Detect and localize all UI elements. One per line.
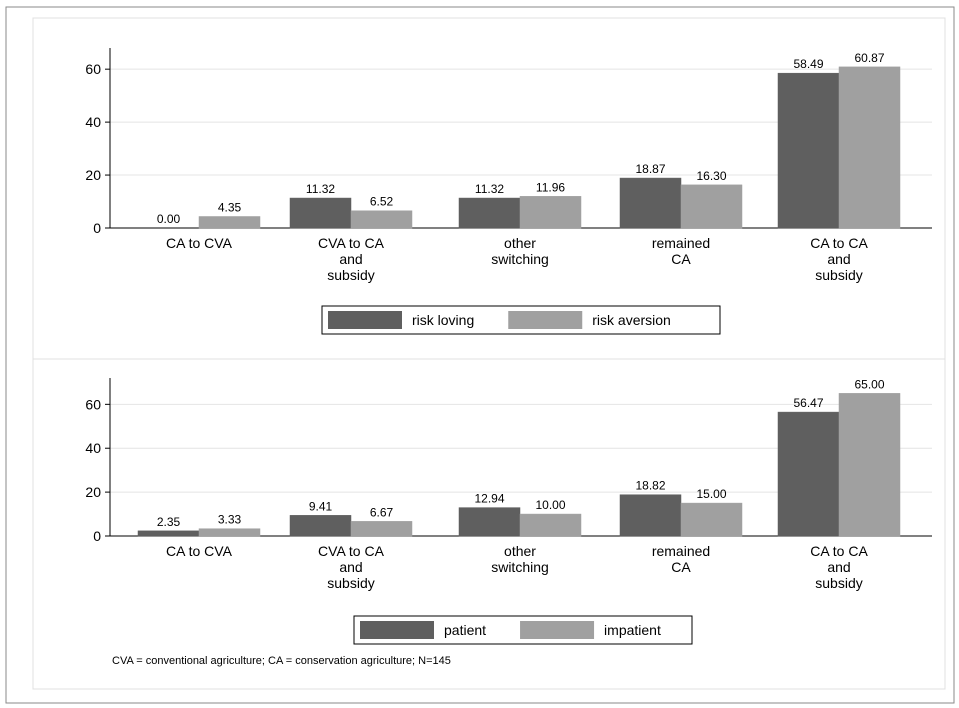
bar-value-label: 11.96: [536, 180, 565, 194]
bar-impatient: [519, 513, 582, 537]
bar-impatient: [350, 521, 413, 537]
x-tick-label: CA to CVA: [166, 235, 233, 251]
legend-label: risk loving: [412, 312, 474, 328]
bar-patient: [619, 494, 682, 537]
bar-risk-aversion: [350, 210, 413, 229]
footnote: CVA = conventional agriculture; CA = con…: [112, 655, 451, 667]
x-tick-label: other switching: [491, 235, 549, 267]
x-tick-label: other switching: [491, 543, 549, 575]
y-tick-label: 40: [85, 114, 101, 130]
panel-risk: 0 20 40 60 0.00 11.32 11.32 18.87 58.49 4.35 6.52 1…: [85, 48, 932, 335]
bar-value-label: 58.49: [793, 57, 823, 71]
bar-risk-loving: [619, 177, 682, 229]
bar-value-label: 11.32: [475, 182, 504, 196]
x-tick-label: CA to CA and subsidy: [810, 235, 868, 283]
bar-risk-loving: [289, 197, 352, 229]
x-tick-label: CA to CVA: [166, 543, 233, 559]
y-tick-label: 20: [85, 484, 101, 500]
bar-value-label: 2.35: [157, 515, 181, 529]
bar-value-label: 16.30: [696, 169, 726, 183]
bar-value-label: 56.47: [793, 396, 823, 410]
bar-value-label: 65.00: [854, 377, 884, 391]
x-tick-label: CA to CA and subsidy: [810, 543, 868, 591]
y-tick-label: 60: [85, 396, 101, 412]
bar-value-label: 4.35: [218, 200, 242, 214]
legend-swatch: [328, 311, 402, 329]
bar-risk-aversion: [838, 66, 901, 229]
bar-risk-loving: [458, 197, 521, 229]
x-tick-label: CVA to CA and subsidy: [318, 235, 385, 283]
legend: risk loving risk aversion: [321, 305, 721, 335]
bar-impatient: [838, 393, 901, 537]
bar-value-label: 10.00: [535, 498, 565, 512]
bar-patient: [777, 411, 840, 537]
bar-value-label: 6.67: [370, 505, 394, 519]
x-tick-label: CVA to CA and subsidy: [318, 543, 385, 591]
legend-label: patient: [444, 622, 486, 638]
legend-label: risk aversion: [592, 312, 671, 328]
bar-impatient: [680, 502, 743, 537]
bar-patient: [289, 515, 352, 537]
panel-time-preference: 0 20 40 60 2.35 9.41 12.94 18.82 56.47 3.33 6.67 10…: [85, 377, 932, 645]
x-tick-label: remained CA: [652, 543, 710, 575]
legend-label: impatient: [604, 622, 661, 638]
bar-value-label: 18.87: [635, 162, 665, 176]
legend: patient impatient: [353, 615, 693, 645]
y-tick-label: 0: [93, 528, 101, 544]
y-tick-label: 20: [85, 167, 101, 183]
bar-value-label: 11.32: [306, 182, 335, 196]
bar-value-label: 18.82: [635, 479, 665, 493]
bar-risk-aversion: [198, 216, 261, 229]
bar-risk-loving: [777, 72, 840, 229]
bar-value-label: 15.00: [696, 487, 726, 501]
bar-risk-aversion: [680, 184, 743, 229]
y-tick-label: 60: [85, 61, 101, 77]
legend-swatch: [520, 621, 595, 639]
bar-patient: [137, 530, 200, 537]
y-tick-label: 0: [93, 220, 101, 236]
bar-value-label: 9.41: [309, 499, 333, 513]
legend-swatch: [508, 311, 583, 329]
bar-value-label: 60.87: [854, 51, 884, 65]
y-tick-label: 40: [85, 440, 101, 456]
legend-swatch: [360, 621, 434, 639]
bar-value-label: 6.52: [370, 195, 394, 209]
bar-value-label: 12.94: [474, 492, 504, 506]
bar-patient: [458, 507, 521, 537]
bar-impatient: [198, 528, 261, 537]
bar-value-label: 3.33: [218, 513, 242, 527]
x-tick-label: remained CA: [652, 235, 710, 267]
bar-value-label: 0.00: [157, 212, 181, 226]
bar-risk-aversion: [519, 196, 582, 229]
